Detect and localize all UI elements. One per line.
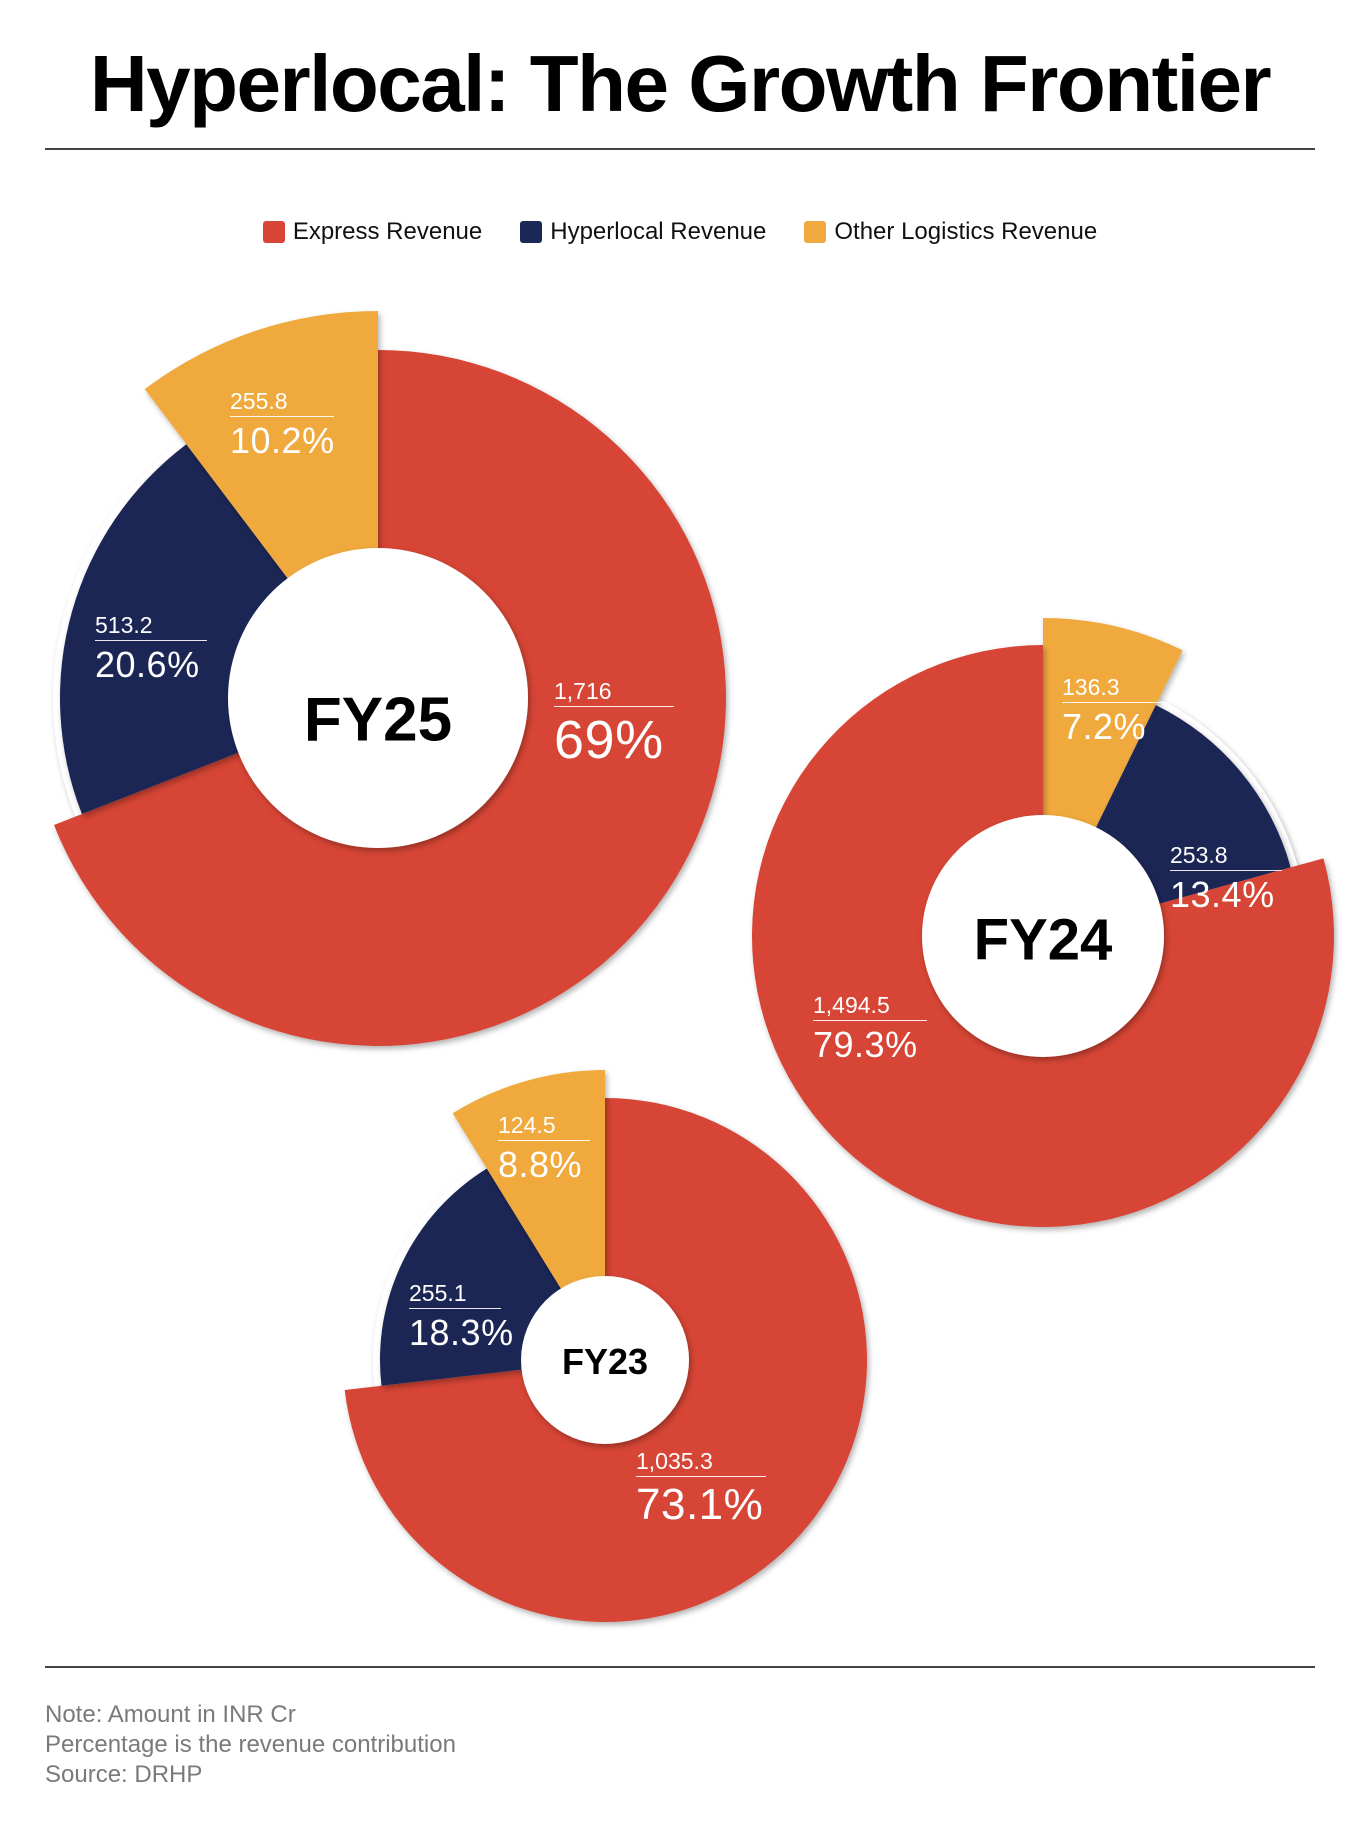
legend-item-other: Other Logistics Revenue (804, 218, 1097, 246)
note-source: Source: DRHP (45, 1761, 203, 1788)
legend-label: Express Revenue (292, 218, 483, 245)
footnotes: Note: Amount in INR Cr Percentage is the… (45, 1700, 456, 1790)
legend: Express Revenue Hyperlocal Revenue Other… (0, 218, 1360, 246)
fy23-center-hole (521, 1276, 689, 1444)
fy24-center-hole (922, 815, 1164, 1057)
fy24-hyperlocal-label: 253.8 13.4% (1170, 842, 1282, 915)
fy25-center-hole (228, 548, 528, 848)
fy23-center-label: FY23 (561, 1341, 649, 1382)
legend-label: Other Logistics Revenue (834, 218, 1098, 245)
fy25-center-label: FY25 (303, 685, 453, 755)
chart-title: Hyperlocal: The Growth Frontier (89, 39, 1272, 128)
legend-swatch (520, 221, 543, 243)
fy24-center-label: FY24 (973, 907, 1113, 973)
fy23-hyperlocal-label: 255.1 18.3% (409, 1280, 514, 1353)
note-percentage: Percentage is the revenue contribution (45, 1731, 456, 1758)
legend-item-express: Express Revenue (262, 218, 483, 246)
fy23-express-label: 1,035.3 73.1% (636, 1448, 766, 1529)
legend-label: Hyperlocal Revenue (550, 218, 767, 245)
fy25-other-label: 255.8 10.2% (230, 388, 335, 461)
legend-item-hyperlocal: Hyperlocal Revenue (520, 218, 766, 246)
bottom-divider (45, 1666, 1315, 1668)
note-units: Note: Amount in INR Cr (45, 1701, 296, 1728)
fy23-other-label: 124.5 8.8% (498, 1112, 590, 1185)
fy24-express-label: 1,494.5 79.3% (813, 992, 927, 1065)
fy24-other-label: 136.3 7.2% (1062, 674, 1174, 747)
legend-swatch (804, 221, 827, 243)
fy25-hyperlocal-label: 513.2 20.6% (95, 612, 207, 685)
legend-swatch (262, 221, 285, 243)
top-divider (45, 148, 1315, 150)
fy25-express-label: 1,716 69% (554, 678, 674, 769)
